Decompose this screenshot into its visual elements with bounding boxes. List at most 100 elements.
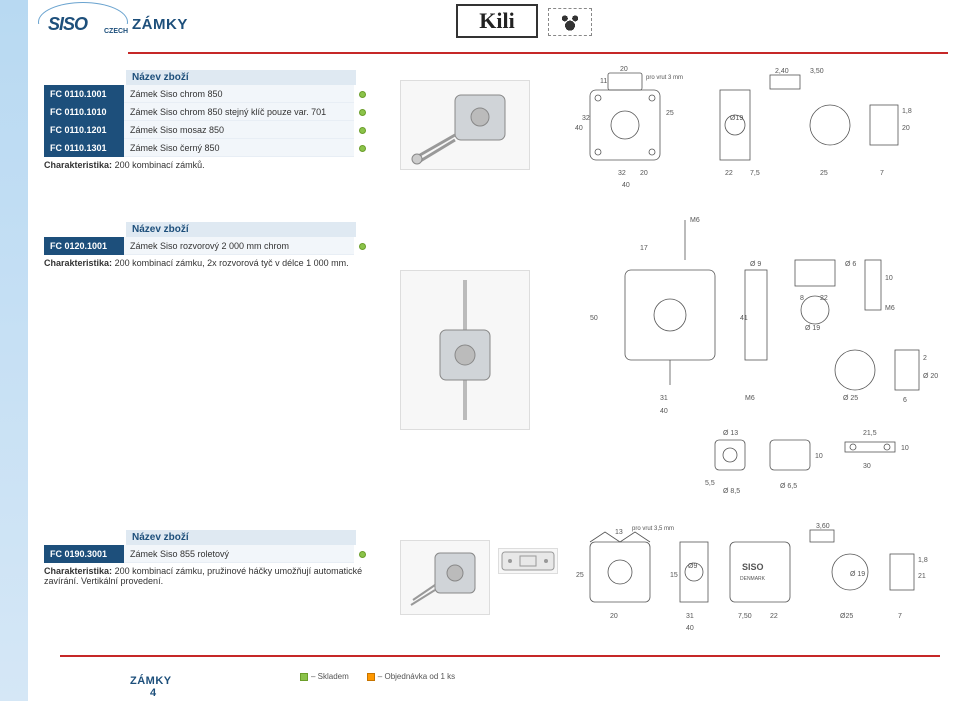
svg-text:7: 7 [880, 170, 884, 177]
table-row: FC 0110.1201 Zámek Siso mosaz 850 [44, 121, 370, 139]
product-code: FC 0110.1201 [44, 121, 124, 139]
tech-drawing-855: 13 pro vrut 3,5 mm 25 20 Ø9 15 31 40 SIS… [570, 522, 955, 642]
product-code: FC 0110.1301 [44, 139, 124, 157]
siso-logo: SISO CZECH [44, 6, 124, 42]
table-row: FC 0110.1001 Zámek Siso chrom 850 [44, 85, 370, 103]
svg-text:10: 10 [815, 453, 823, 460]
svg-text:15: 15 [670, 572, 678, 579]
paw-icon [548, 8, 592, 36]
col-header: Název zboží [126, 222, 356, 237]
svg-text:Ø 6: Ø 6 [845, 261, 856, 268]
svg-text:Ø 20: Ø 20 [923, 373, 938, 380]
svg-text:Ø 19: Ø 19 [850, 571, 865, 578]
stock-dot [354, 545, 370, 563]
svg-text:Ø 6,5: Ø 6,5 [780, 483, 797, 490]
characteristics: Charakteristika: 200 kombinací zámku, pr… [44, 566, 364, 586]
product-code: FC 0120.1001 [44, 237, 124, 255]
svg-text:Ø9: Ø9 [688, 563, 697, 570]
svg-text:32: 32 [582, 115, 590, 122]
page-title: ZÁMKY [132, 16, 188, 33]
svg-text:Ø25: Ø25 [840, 613, 853, 620]
svg-text:40: 40 [622, 182, 630, 189]
svg-text:22: 22 [725, 170, 733, 177]
siso-logo-text: SISO [48, 14, 87, 35]
table-row: FC 0110.1301 Zámek Siso černý 850 [44, 139, 370, 157]
svg-text:pro vrut 3 mm: pro vrut 3 mm [646, 75, 683, 81]
characteristics: Charakteristika: 200 kombinací zámků. [44, 160, 370, 170]
svg-text:6: 6 [903, 397, 907, 404]
svg-text:31: 31 [660, 395, 668, 402]
stock-dot [354, 139, 370, 157]
svg-text:20: 20 [640, 170, 648, 177]
striker-plate [498, 548, 558, 574]
product-desc: Zámek Siso 855 roletový [124, 545, 354, 563]
svg-text:21,5: 21,5 [863, 430, 877, 437]
svg-text:17: 17 [640, 245, 648, 252]
svg-text:3,60: 3,60 [816, 523, 830, 530]
svg-text:2,40: 2,40 [775, 68, 789, 75]
siso-logo-sub: CZECH [104, 28, 128, 35]
svg-text:pro vrut 3,5 mm: pro vrut 3,5 mm [632, 526, 674, 532]
kili-logo: Kili [456, 4, 538, 38]
stock-dot [354, 103, 370, 121]
col-header: Název zboží [126, 70, 356, 85]
svg-text:13: 13 [615, 529, 623, 536]
svg-text:8: 8 [800, 295, 804, 302]
tech-drawing-850: 40 32 20 11 pro vrut 3 mm 32 20 40 25 Ø1… [560, 65, 950, 195]
stock-dot [354, 237, 370, 255]
characteristics: Charakteristika: 200 kombinací zámku, 2x… [44, 258, 370, 268]
svg-text:32: 32 [618, 170, 626, 177]
svg-text:Ø 13: Ø 13 [723, 430, 738, 437]
product-desc: Zámek Siso chrom 850 stejný klíč pouze v… [124, 103, 354, 121]
section-rozvor: Název zboží FC 0120.1001 Zámek Siso rozv… [44, 222, 370, 268]
left-sidebar [0, 0, 28, 701]
svg-text:11: 11 [600, 78, 607, 85]
svg-text:Ø 19: Ø 19 [805, 325, 820, 332]
product-desc: Zámek Siso mosaz 850 [124, 121, 354, 139]
table-row: FC 0120.1001 Zámek Siso rozvorový 2 000 … [44, 237, 370, 255]
svg-text:10: 10 [885, 275, 893, 282]
legend: – Skladem – Objednávka od 1 ks [300, 672, 455, 681]
svg-text:7,50: 7,50 [738, 613, 752, 620]
footer-page: 4 [150, 687, 156, 699]
section-850: Název zboží FC 0110.1001 Zámek Siso chro… [44, 70, 370, 170]
svg-text:M6: M6 [885, 305, 895, 312]
svg-text:Ø 25: Ø 25 [843, 395, 858, 402]
product-photo-850 [400, 80, 530, 170]
lock-icon [405, 85, 525, 165]
header-rule [128, 52, 948, 54]
svg-text:7: 7 [898, 613, 902, 620]
col-header: Název zboží [126, 530, 356, 545]
svg-text:M6: M6 [745, 395, 755, 402]
svg-text:Ø19: Ø19 [730, 115, 743, 122]
footer-title: ZÁMKY [130, 675, 172, 687]
product-desc: Zámek Siso rozvorový 2 000 mm chrom [124, 237, 354, 255]
product-desc: Zámek Siso chrom 850 [124, 85, 354, 103]
svg-text:20: 20 [902, 125, 910, 132]
svg-text:M6: M6 [690, 217, 700, 224]
svg-text:20: 20 [620, 66, 628, 73]
svg-text:10: 10 [901, 445, 909, 452]
svg-text:7,5: 7,5 [750, 170, 760, 177]
svg-text:20: 20 [610, 613, 618, 620]
product-photo-rozvor [400, 270, 530, 430]
tech-drawing-rozvor: M6 17 50 31 40 Ø 9 41 M6 Ø 6 8 22 Ø 19 1… [545, 210, 955, 500]
svg-text:40: 40 [660, 408, 668, 415]
lock-icon [405, 275, 525, 425]
svg-text:25: 25 [820, 170, 828, 177]
product-code: FC 0190.3001 [44, 545, 124, 563]
table-row: FC 0190.3001 Zámek Siso 855 roletový [44, 545, 370, 563]
svg-text:25: 25 [666, 110, 674, 117]
svg-text:3,50: 3,50 [810, 68, 824, 75]
svg-text:Ø 9: Ø 9 [750, 261, 761, 268]
stock-dot [354, 121, 370, 139]
svg-text:21: 21 [918, 573, 926, 580]
svg-text:50: 50 [590, 315, 598, 322]
svg-text:25: 25 [576, 572, 584, 579]
product-code: FC 0110.1001 [44, 85, 124, 103]
product-code: FC 0110.1010 [44, 103, 124, 121]
svg-text:40: 40 [575, 125, 583, 132]
svg-text:31: 31 [686, 613, 694, 620]
product-desc: Zámek Siso černý 850 [124, 139, 354, 157]
svg-text:30: 30 [863, 463, 871, 470]
